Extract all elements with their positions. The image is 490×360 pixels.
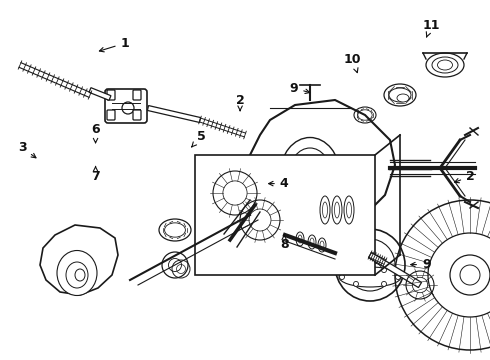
Circle shape (395, 274, 400, 279)
Ellipse shape (438, 60, 452, 70)
Ellipse shape (310, 238, 314, 246)
Ellipse shape (289, 148, 331, 202)
Ellipse shape (296, 232, 304, 246)
Ellipse shape (318, 238, 326, 252)
Text: 1: 1 (99, 37, 129, 52)
Polygon shape (248, 100, 395, 235)
Text: 9: 9 (290, 82, 310, 95)
Ellipse shape (432, 57, 458, 73)
Ellipse shape (344, 196, 354, 224)
Ellipse shape (320, 241, 324, 249)
Ellipse shape (426, 53, 464, 77)
Ellipse shape (339, 267, 401, 287)
Ellipse shape (280, 138, 340, 212)
Text: 2: 2 (236, 94, 245, 111)
Ellipse shape (298, 235, 302, 243)
Text: 2: 2 (455, 170, 475, 183)
Ellipse shape (335, 229, 405, 301)
Ellipse shape (389, 88, 411, 102)
Polygon shape (147, 105, 200, 122)
Ellipse shape (332, 196, 342, 224)
Text: 11: 11 (422, 19, 440, 37)
Ellipse shape (397, 94, 409, 102)
Ellipse shape (346, 202, 351, 218)
Text: 5: 5 (192, 130, 205, 147)
Ellipse shape (75, 269, 85, 281)
FancyBboxPatch shape (133, 110, 141, 120)
FancyBboxPatch shape (105, 89, 147, 123)
Ellipse shape (57, 251, 97, 296)
Ellipse shape (320, 196, 330, 224)
Ellipse shape (335, 202, 340, 218)
Text: 8: 8 (280, 235, 289, 251)
Text: 9: 9 (411, 258, 431, 271)
Bar (195, 155, 375, 275)
Polygon shape (40, 225, 118, 295)
FancyBboxPatch shape (133, 90, 141, 100)
Ellipse shape (308, 235, 316, 249)
Ellipse shape (322, 202, 327, 218)
Ellipse shape (66, 262, 88, 288)
Circle shape (450, 255, 490, 295)
Circle shape (340, 274, 344, 279)
Polygon shape (89, 88, 111, 100)
Circle shape (382, 267, 387, 273)
Ellipse shape (384, 84, 416, 106)
Circle shape (382, 282, 387, 287)
Text: 4: 4 (269, 177, 289, 190)
FancyBboxPatch shape (107, 90, 115, 100)
Circle shape (353, 267, 359, 273)
Circle shape (353, 282, 359, 287)
Ellipse shape (345, 239, 395, 291)
Text: 7: 7 (91, 167, 100, 183)
FancyBboxPatch shape (107, 110, 115, 120)
Ellipse shape (348, 244, 376, 276)
Text: 10: 10 (344, 53, 362, 73)
Text: 3: 3 (18, 141, 36, 158)
Ellipse shape (365, 263, 383, 283)
Circle shape (460, 265, 480, 285)
Polygon shape (368, 252, 421, 288)
Text: 6: 6 (91, 123, 100, 143)
